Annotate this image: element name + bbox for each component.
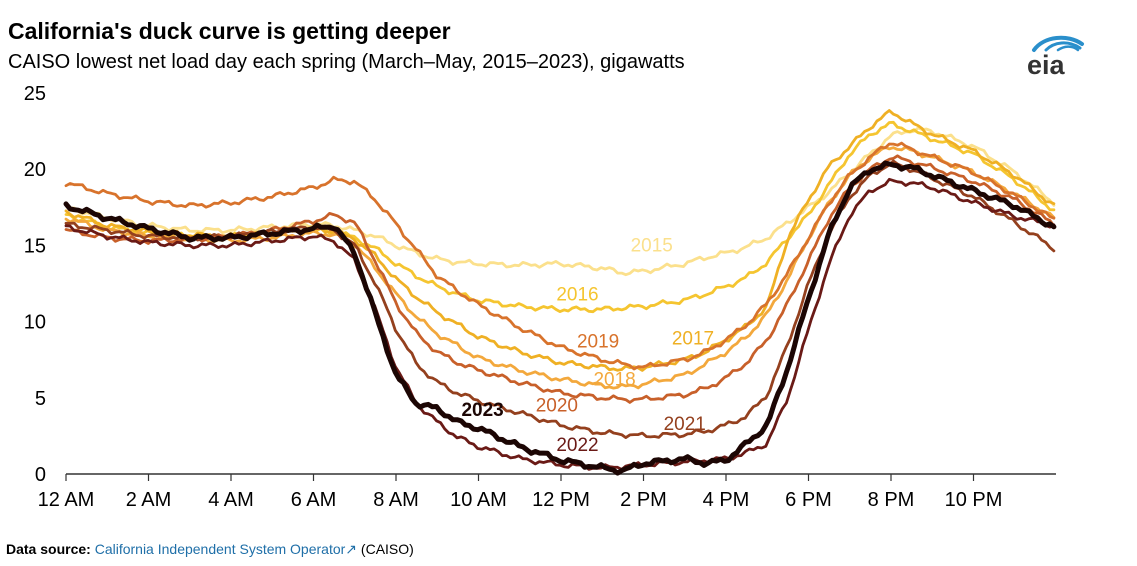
y-tick-label: 10 [24, 312, 46, 334]
series-line-2018 [64, 145, 1056, 390]
series-label-2022: 2022 [556, 435, 598, 456]
series-lines [63, 109, 1057, 476]
x-tick-label: 2 AM [126, 489, 172, 511]
source-label: Data source: [6, 541, 91, 557]
eia-logo: eia [1027, 35, 1084, 78]
chart-subtitle: CAISO lowest net load day each spring (M… [8, 51, 685, 73]
x-tick-label: 10 PM [945, 489, 1003, 511]
series-line-2019 [64, 141, 1056, 371]
x-tick-label: 10 AM [450, 489, 507, 511]
series-label-2023: 2023 [461, 400, 503, 421]
y-tick-label: 0 [35, 464, 46, 486]
y-tick-label: 25 [24, 83, 46, 105]
x-tick-label: 4 AM [208, 489, 254, 511]
series-line-2015 [64, 126, 1056, 277]
source-suffix: (CAISO) [360, 541, 414, 557]
x-tick-label: 4 PM [703, 489, 750, 511]
series-label-2021: 2021 [664, 414, 706, 435]
series-label-2016: 2016 [556, 284, 598, 305]
x-tick-label: 6 PM [785, 489, 832, 511]
data-source: Data source: California Independent Syst… [6, 541, 414, 558]
source-link[interactable]: California Independent System Operator [94, 541, 346, 557]
y-tick-label: 15 [24, 235, 46, 257]
series-label-2017: 2017 [672, 328, 714, 349]
x-axis: 12 AM 2 AM 4 AM 6 AM 8 AM 10 AM 12 PM 2 PM 4 PM 6… [38, 474, 1003, 511]
x-tick-label: 6 AM [291, 489, 337, 511]
chart-title: California's duck curve is getting deepe… [8, 18, 451, 44]
y-tick-label: 20 [24, 159, 46, 181]
logo-text: eia [1027, 50, 1066, 78]
x-tick-label: 12 AM [38, 489, 95, 511]
series-line-2023 [63, 160, 1057, 476]
series-label-2018: 2018 [593, 370, 635, 391]
x-tick-label: 12 PM [532, 489, 590, 511]
external-link-icon: ↗ [345, 541, 358, 557]
series-line-2022 [64, 177, 1056, 471]
y-axis: 0 5 10 15 20 25 [24, 83, 46, 486]
x-tick-label: 8 PM [868, 489, 915, 511]
x-tick-label: 2 PM [620, 489, 667, 511]
x-tick-label: 8 AM [373, 489, 419, 511]
series-label-2015: 2015 [631, 235, 673, 256]
y-tick-label: 5 [35, 388, 46, 410]
series-label-2019: 2019 [577, 332, 619, 353]
series-label-2020: 2020 [536, 396, 578, 417]
series-line-2020 [64, 154, 1056, 404]
series-labels: 2015 2016 2017 2018 2019 2020 2021 2022 2023 [461, 235, 714, 456]
